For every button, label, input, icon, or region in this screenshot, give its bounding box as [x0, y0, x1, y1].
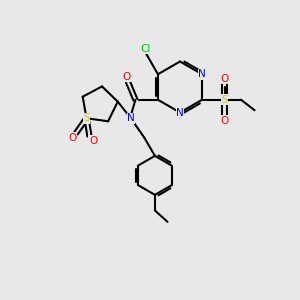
Text: O: O — [68, 133, 76, 143]
Text: Cl: Cl — [141, 44, 151, 54]
Text: S: S — [83, 113, 90, 123]
Text: O: O — [89, 136, 97, 146]
Text: O: O — [122, 72, 130, 82]
Text: N: N — [198, 69, 206, 79]
Text: S: S — [221, 95, 228, 105]
Text: N: N — [176, 107, 184, 118]
Text: O: O — [220, 74, 229, 84]
Text: N: N — [127, 113, 135, 123]
Text: O: O — [220, 116, 229, 126]
